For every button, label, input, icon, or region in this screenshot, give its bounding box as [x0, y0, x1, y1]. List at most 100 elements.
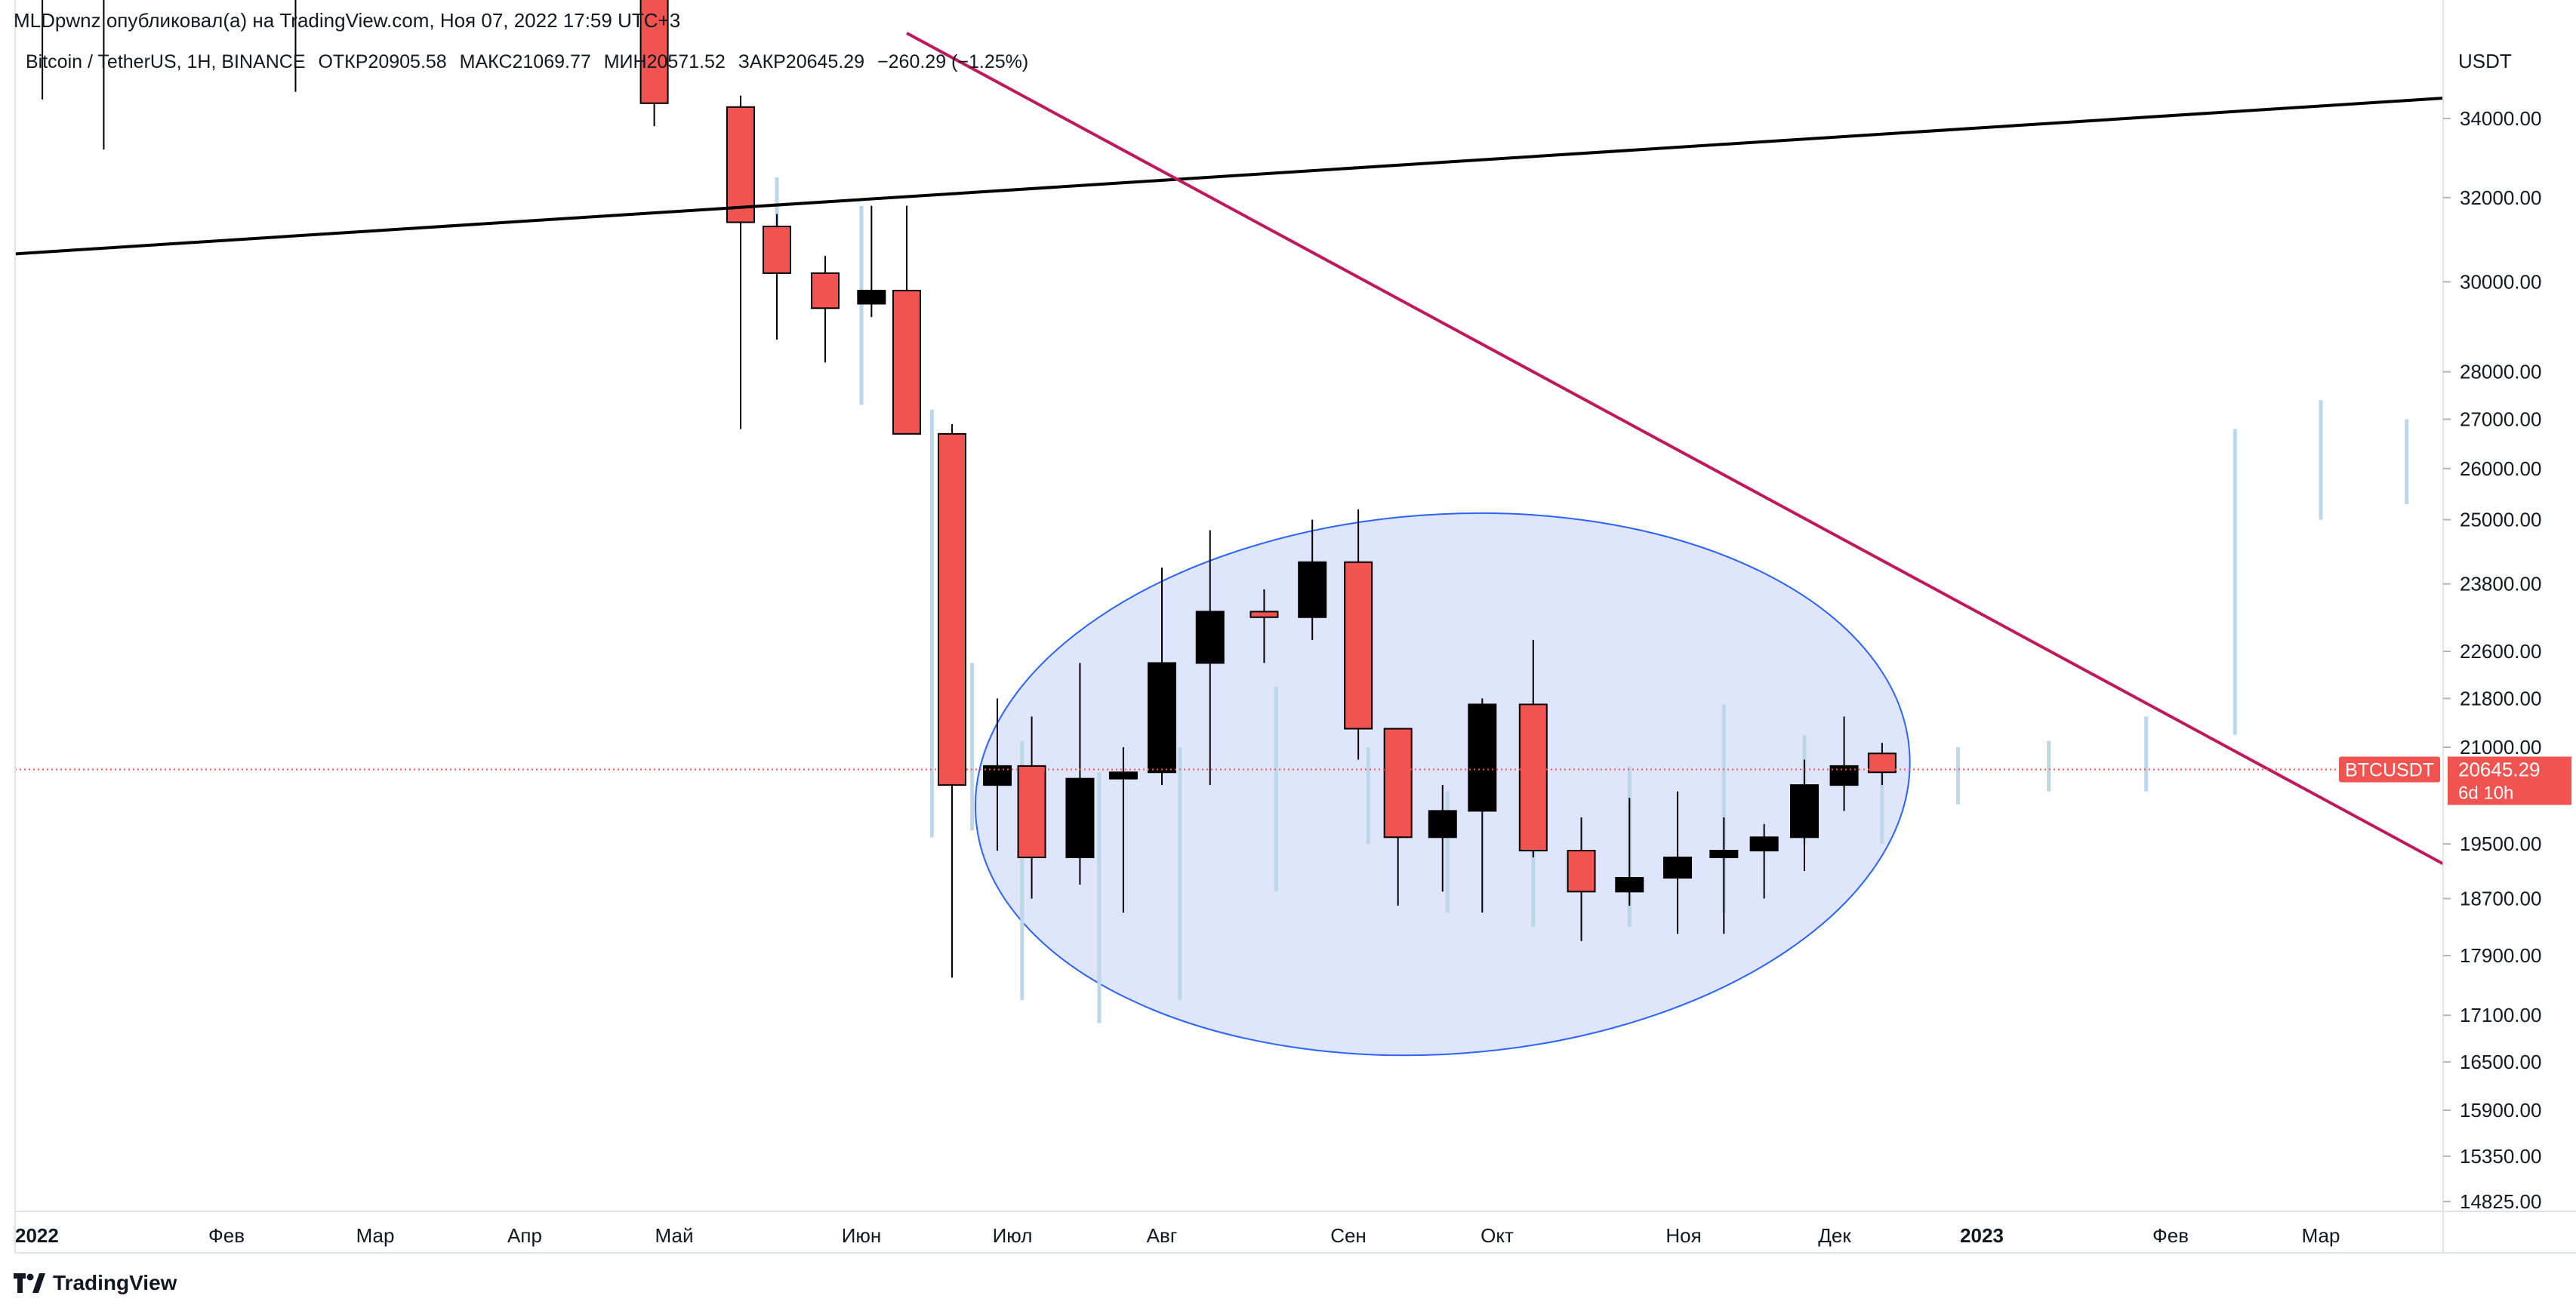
- y-tick-label-12: 18700.00: [2460, 888, 2541, 910]
- ellipse-layer: [974, 512, 1911, 1057]
- y-tick-label-11: 19500.00: [2460, 832, 2541, 855]
- candle-0: [42, 0, 44, 100]
- axes-layer: USDT 34000.00 32000.00 30000.00 28000.00 2700…: [14, 0, 2576, 1254]
- candle-11: [1017, 716, 1046, 899]
- candle-body-6: [811, 272, 840, 309]
- candle-body-5: [763, 226, 791, 274]
- y-tick-label-8: 22600.00: [2460, 640, 2541, 663]
- candle-body-26: [1709, 850, 1739, 858]
- y-tick-label-17: 15350.00: [2460, 1145, 2541, 1168]
- x-tick-label-10: Ноя: [1665, 1224, 1701, 1247]
- candle-body-16: [1249, 611, 1279, 618]
- x-tick-label-6: Июл: [993, 1224, 1033, 1247]
- symbol-tag-label: BTCUSDT: [2345, 759, 2434, 780]
- y-tick-label-3: 28000.00: [2460, 361, 2541, 383]
- candle-4: [726, 95, 755, 429]
- x-tick-label-3: Апр: [507, 1224, 542, 1247]
- x-tick-label-5: Июн: [842, 1224, 882, 1247]
- candle-1: [103, 0, 105, 150]
- y-tick-label-10: 21000.00: [2460, 736, 2541, 759]
- last-price-tag: [2448, 756, 2571, 805]
- y-tick-label-6: 25000.00: [2460, 509, 2541, 531]
- candle-18: [1344, 509, 1373, 760]
- candle-17: [1298, 519, 1327, 640]
- x-tick-label-12: 2023: [1960, 1224, 2004, 1247]
- black-trendline: [15, 97, 2443, 256]
- footer: TradingView: [14, 1268, 177, 1298]
- price-axis-unit: USDT: [2458, 50, 2512, 72]
- y-tick-label-7: 23800.00: [2460, 573, 2541, 595]
- legend-low: МИН20571.52: [603, 51, 726, 72]
- trendlines-layer: [15, 32, 2443, 866]
- candle-body-10: [983, 765, 1012, 786]
- candle-7: [857, 205, 886, 318]
- candle-5: [763, 214, 791, 340]
- candle-23: [1567, 817, 1596, 941]
- y-tick-label-13: 17900.00: [2460, 944, 2541, 967]
- legend-open: ОТКР20905.58: [318, 51, 447, 72]
- highlight-ellipse: [974, 512, 1911, 1057]
- legend-symbol: Bitcoin / TetherUS, 1H, BINANCE: [26, 51, 306, 72]
- legend-change: −260.29 (−1.25%): [877, 51, 1029, 72]
- x-tick-label-0: 2022: [15, 1224, 59, 1247]
- candle-27: [1749, 823, 1779, 899]
- y-tick-label-15: 16500.00: [2460, 1051, 2541, 1073]
- candle-body-29: [1829, 765, 1859, 786]
- candle-body-28: [1790, 784, 1819, 839]
- candle-body-13: [1108, 771, 1138, 780]
- last-price-value: 20645.29: [2458, 758, 2540, 780]
- candle-20: [1428, 785, 1457, 892]
- candle-body-12: [1065, 777, 1095, 858]
- candle-25: [1663, 791, 1693, 934]
- y-tick-label-0: 34000.00: [2460, 107, 2541, 130]
- symbol-tag: [2339, 756, 2440, 783]
- candle-body-4: [726, 106, 755, 223]
- candle-body-8: [892, 289, 921, 435]
- x-tick-label-4: Май: [655, 1224, 694, 1247]
- candle-13: [1108, 747, 1138, 913]
- y-tick-label-9: 21800.00: [2460, 687, 2541, 709]
- candle-body-7: [857, 289, 886, 305]
- candle-body-20: [1428, 810, 1457, 839]
- candle-22: [1518, 639, 1548, 857]
- legend-high: МАКС21069.77: [459, 51, 591, 72]
- legend-close: ЗАКР20645.29: [738, 51, 865, 72]
- candle-body-18: [1344, 561, 1373, 730]
- candle-body-9: [938, 432, 966, 786]
- candle-10: [983, 698, 1012, 851]
- candle-body-24: [1615, 877, 1644, 893]
- candle-14: [1148, 567, 1176, 786]
- candle-body-3: [639, 0, 669, 104]
- footer-brand: TradingView: [53, 1271, 177, 1294]
- candle-21: [1468, 698, 1497, 913]
- x-tick-label-8: Сен: [1330, 1224, 1367, 1247]
- published-info: MLDpwnz опубликовал(а) на TradingView.co…: [14, 9, 681, 32]
- candle-body-17: [1298, 561, 1327, 618]
- x-tick-label-13: Фев: [2152, 1224, 2189, 1247]
- candle-12: [1065, 663, 1095, 885]
- x-tick-label-11: Дек: [1818, 1224, 1851, 1247]
- last-price-countdown: 6d 10h: [2458, 783, 2513, 803]
- candle-8: [892, 205, 921, 435]
- candle-body-21: [1468, 703, 1497, 812]
- y-tick-label-1: 32000.00: [2460, 186, 2541, 209]
- candle-body-15: [1195, 611, 1225, 664]
- tradingview-logo-icon: [14, 1273, 45, 1293]
- candle-9: [938, 423, 966, 978]
- candle-16: [1249, 589, 1279, 663]
- symbol-legend: Bitcoin / TetherUS, 1H, BINANCE ОТКР2090…: [26, 51, 1036, 73]
- candle-28: [1790, 759, 1819, 871]
- candle-body-14: [1148, 662, 1176, 774]
- x-tick-label-14: Мар: [2302, 1224, 2340, 1247]
- y-tick-label-4: 27000.00: [2460, 408, 2541, 431]
- y-tick-label-18: 14825.00: [2460, 1190, 2541, 1213]
- y-tick-label-5: 26000.00: [2460, 457, 2541, 480]
- x-tick-label-9: Окт: [1481, 1224, 1514, 1247]
- candle-6: [811, 256, 840, 363]
- x-tick-label-7: Авг: [1147, 1224, 1178, 1247]
- candle-body-11: [1017, 765, 1046, 858]
- candle-24: [1615, 798, 1644, 906]
- candle-body-23: [1567, 850, 1596, 893]
